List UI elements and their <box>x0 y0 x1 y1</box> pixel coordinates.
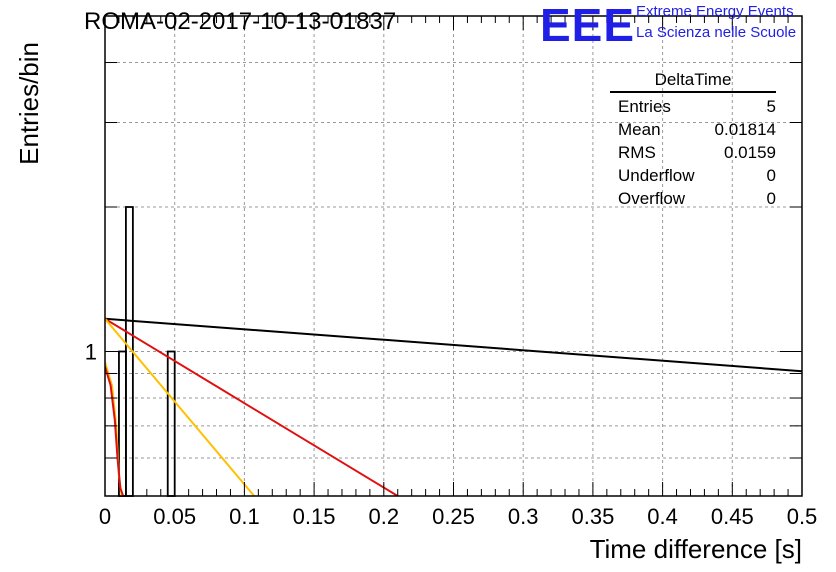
stats-row-overflow: Overflow 0 <box>610 187 776 210</box>
tick-labels: 0 0.05 0.1 0.15 0.2 0.25 0.3 0.35 0.4 0.45 0.5 1 <box>85 340 818 529</box>
fit-line <box>105 317 802 373</box>
fit-line <box>105 317 399 496</box>
stats-row-rms: RMS 0.0159 <box>610 141 776 164</box>
x-tick-label: 0.15 <box>293 504 336 529</box>
stats-row-entries: Entries 5 <box>610 95 776 118</box>
x-tick-label: 0 <box>99 504 111 529</box>
x-tick-label: 0.25 <box>432 504 475 529</box>
stats-label: RMS <box>618 143 656 162</box>
axis-ticks <box>104 16 803 496</box>
stats-value: 0 <box>766 189 776 208</box>
stats-label: Overflow <box>618 189 686 208</box>
fit-line <box>105 318 255 496</box>
chart-title: ROMA-02-2017-10-13-01837 <box>84 8 397 35</box>
fit-lines <box>105 317 802 496</box>
stats-value: 0.01814 <box>714 120 776 139</box>
x-tick-label: 0.35 <box>571 504 614 529</box>
x-tick-label: 0.05 <box>153 504 196 529</box>
stats-row-mean: Mean 0.01814 <box>610 118 776 141</box>
stats-label: Entries <box>618 97 671 116</box>
stats-row-underflow: Underflow 0 <box>610 164 776 187</box>
stats-value: 0.0159 <box>724 143 776 162</box>
x-tick-label: 0.4 <box>647 504 678 529</box>
x-tick-label: 0.3 <box>508 504 539 529</box>
stats-box: DeltaTime Entries 5 Mean 0.01814 RMS 0.0… <box>610 70 776 210</box>
x-axis-label: Time difference [s] <box>590 534 802 564</box>
stats-label: Mean <box>618 120 661 139</box>
x-tick-label: 0.5 <box>787 504 818 529</box>
stats-value: 0 <box>766 166 776 185</box>
stats-label: Underflow <box>618 166 695 185</box>
y-axis-label: Entries/bin <box>14 42 44 165</box>
x-tick-label: 0.2 <box>369 504 400 529</box>
logo-line-1: Extreme Energy Events <box>636 3 794 20</box>
x-tick-label: 0.1 <box>229 504 260 529</box>
x-tick-label: 0.45 <box>711 504 754 529</box>
fit-line <box>105 366 125 496</box>
eee-logo: EEE <box>540 0 636 51</box>
stats-title: DeltaTime <box>610 70 776 93</box>
stats-value: 5 <box>766 97 776 116</box>
logo-line-2: La Scienza nelle Scuole <box>636 24 797 41</box>
y-tick-label: 1 <box>85 340 97 365</box>
